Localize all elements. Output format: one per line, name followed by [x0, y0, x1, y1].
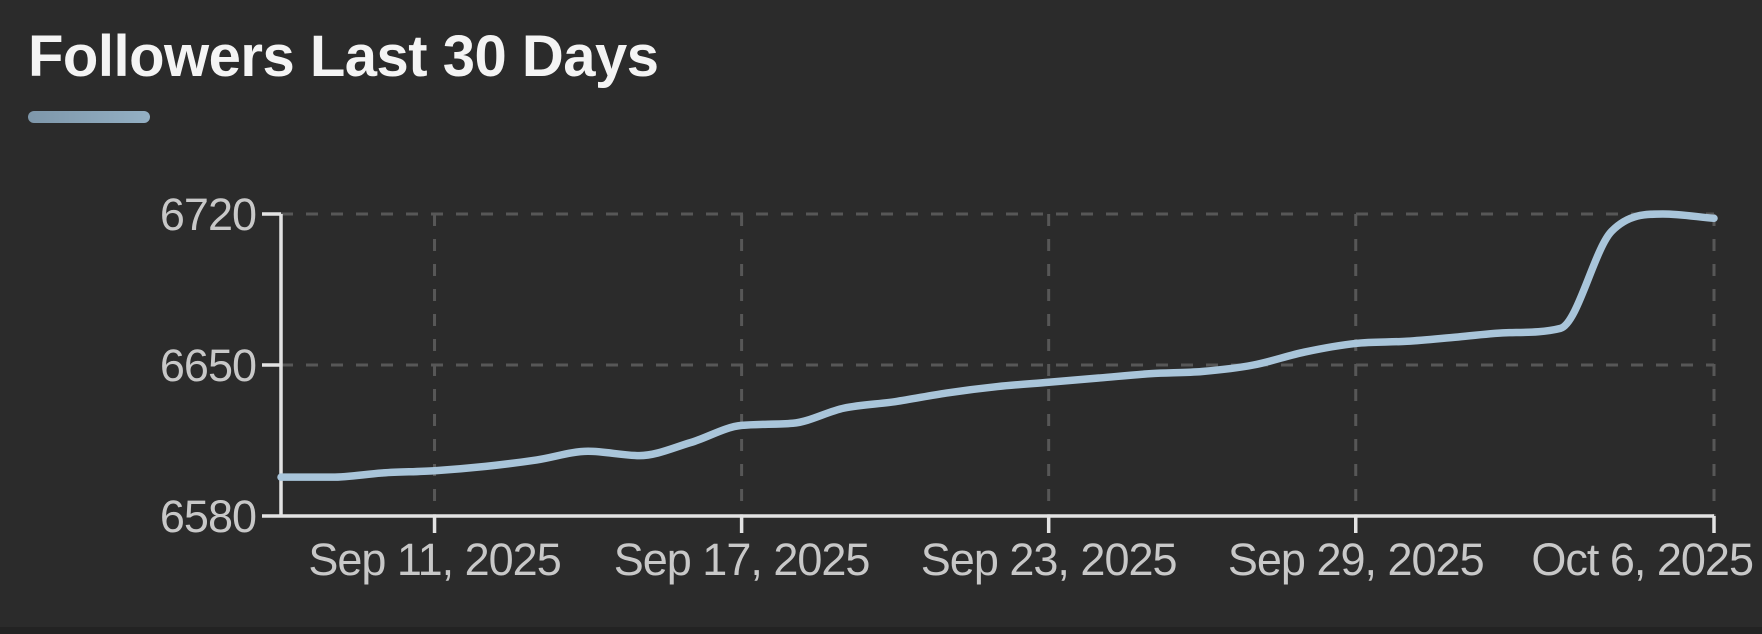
panel-bottom-edge [0, 627, 1762, 634]
chart-title: Followers Last 30 Days [28, 24, 659, 89]
x-tick-label: Sep 17, 2025 [614, 534, 870, 585]
y-tick-label: 6580 [160, 491, 256, 542]
x-tick-label: Sep 29, 2025 [1228, 534, 1484, 585]
followers-line-series [277, 210, 1718, 481]
x-tick-label: Sep 11, 2025 [308, 534, 560, 585]
y-tick-label: 6720 [160, 189, 256, 240]
chart-header: Followers Last 30 Days [28, 24, 659, 123]
y-tick-label: 6650 [160, 340, 256, 391]
x-tick-label: Oct 6, 2025 [1531, 534, 1753, 585]
x-tick-label: Sep 23, 2025 [921, 534, 1177, 585]
title-accent-bar [28, 110, 150, 123]
